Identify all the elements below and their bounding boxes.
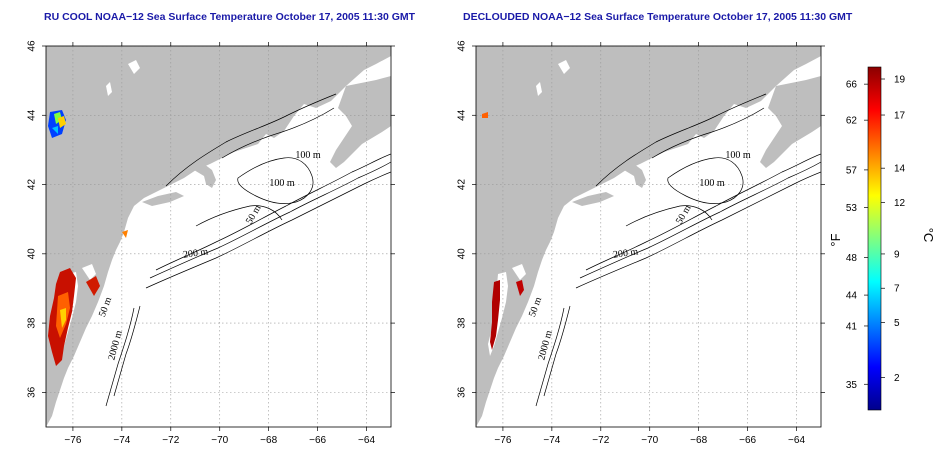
lat-tick-label: 44: [27, 109, 38, 121]
lat-tick-label: 36: [27, 386, 38, 398]
lon-tick-label: −68: [690, 435, 707, 446]
lon-tick-label: −68: [260, 435, 277, 446]
celsius-tick-label: 2: [894, 373, 900, 384]
fahrenheit-tick-label: 41: [846, 321, 858, 332]
fahrenheit-tick-label: 62: [846, 116, 858, 127]
lat-tick-label: 42: [457, 179, 468, 191]
lon-tick-label: −66: [309, 435, 326, 446]
temperature-colorbar: 66 62 57 53 48 44 41 35 19 17 14 12 9 7 5 2 °F °C: [828, 66, 936, 411]
lon-tick-label: −74: [543, 435, 560, 446]
celsius-tick-label: 12: [894, 198, 906, 209]
lat-tick-label: 36: [457, 386, 468, 398]
celsius-tick-label: 19: [894, 75, 906, 86]
fahrenheit-tick-label: 35: [846, 380, 858, 391]
fahrenheit-tick-label: 66: [846, 80, 858, 91]
fahrenheit-tick-label: 44: [846, 291, 858, 302]
celsius-unit-label: °C: [921, 228, 936, 243]
lon-tick-label: −70: [211, 435, 228, 446]
left-sst-patches: [48, 110, 128, 366]
fahrenheit-tick-label: 53: [846, 203, 858, 214]
isobath-label: 200 m: [612, 246, 639, 260]
fahrenheit-unit-label: °F: [828, 233, 843, 246]
lat-tick-label: 38: [457, 317, 468, 329]
celsius-tick-label: 17: [894, 111, 906, 122]
left-panel-title: RU COOL NOAA−12 Sea Surface Temperature …: [44, 11, 416, 23]
lon-tick-label: −64: [788, 435, 805, 446]
lon-tick-label: −72: [592, 435, 609, 446]
lat-tick-label: 44: [457, 109, 468, 121]
celsius-tick-label: 14: [894, 164, 906, 175]
isobath-label: 100 m: [699, 178, 725, 189]
celsius-tick-label: 7: [894, 284, 900, 295]
right-panel-title: DECLOUDED NOAA−12 Sea Surface Temperatur…: [463, 11, 853, 23]
right-sst-patches: [482, 112, 524, 350]
celsius-tick-label: 9: [894, 249, 900, 260]
isobath-label: 200 m: [182, 246, 209, 260]
lon-tick-label: −76: [494, 435, 511, 446]
lat-tick-label: 42: [27, 179, 38, 191]
isobath-label: 100 m: [269, 178, 295, 189]
lat-tick-label: 46: [27, 40, 38, 52]
right-map-panel: −76 −74 −72 −70 −68 −66 −64 36 38 40 42 44 46 100 m 1…: [457, 40, 825, 446]
left-map-panel: −76 −74 −72 −70 −68 −66 −64 36 38 40 42 44 46 100 m 1…: [27, 40, 395, 446]
lat-tick-label: 40: [457, 248, 468, 260]
lat-tick-label: 38: [27, 317, 38, 329]
lon-tick-label: −66: [739, 435, 756, 446]
lon-tick-label: −74: [113, 435, 130, 446]
isobath-label: 100 m: [725, 150, 751, 161]
lon-tick-label: −70: [641, 435, 658, 446]
fahrenheit-tick-label: 48: [846, 253, 858, 264]
isobath-label: 100 m: [295, 150, 321, 161]
lat-tick-label: 40: [27, 248, 38, 260]
fahrenheit-tick-label: 57: [846, 165, 858, 176]
colorbar-gradient: [867, 66, 882, 411]
lat-tick-label: 46: [457, 40, 468, 52]
celsius-tick-label: 5: [894, 318, 900, 329]
lon-tick-label: −72: [162, 435, 179, 446]
lon-tick-label: −76: [64, 435, 81, 446]
lon-tick-label: −64: [358, 435, 375, 446]
